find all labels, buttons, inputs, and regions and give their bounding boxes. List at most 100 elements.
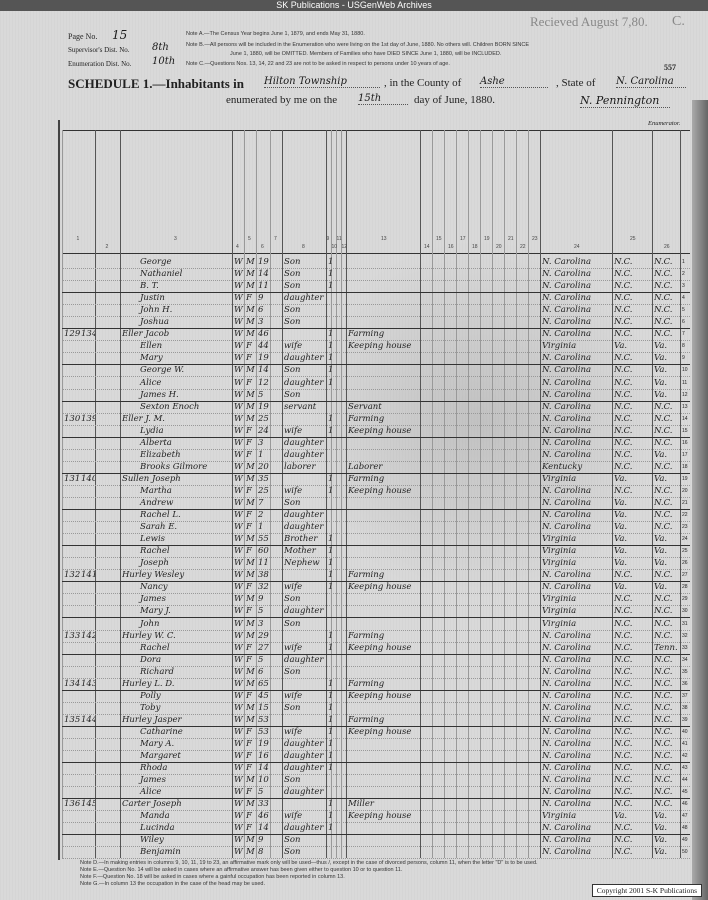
relationship: daughter [284,377,324,388]
row-number: 49 [682,837,688,844]
sex: M [246,257,255,267]
color: W [234,678,243,689]
relationship: wife [284,582,303,593]
person-name: Justin [140,293,165,304]
civil-condition-mark [328,401,338,413]
color: W [234,449,243,460]
age: 16 [258,751,269,762]
father-birthplace: N.C. [614,775,633,786]
age: 14 [258,269,269,280]
family-number [81,762,95,774]
father-birthplace: N.C. [614,389,633,400]
age: 9 [258,293,264,304]
color: W [234,341,243,352]
color: W [234,401,243,412]
dwelling-number [64,581,81,593]
row-number: 30 [682,608,688,615]
family-number [81,268,95,280]
birthplace: N. Carolina [542,726,592,737]
occupation [348,352,420,364]
relationship: daughter [284,823,324,834]
dwelling-number [64,762,81,774]
birthplace: N. Carolina [542,835,592,846]
birthplace: N. Carolina [542,739,592,749]
relationship: daughter [284,787,324,798]
civil-condition-mark: 1 [328,751,334,762]
person-name: Rachel [140,546,170,557]
mother-birthplace: N.C. [654,522,673,533]
row-number: 46 [682,801,688,808]
row-number: 9 [682,355,685,362]
age: 32 [258,582,269,593]
civil-condition-mark: 1 [328,413,334,424]
column-number: 2 [105,244,109,250]
dwelling-number: 129 [64,329,81,340]
family-number: 139 [81,413,95,424]
age: 5 [258,389,264,400]
age: 8 [258,847,264,858]
relationship: Son [284,281,301,292]
color: W [234,726,243,737]
occupation [348,256,420,268]
family-number [81,618,95,630]
note-a: Note A.—The Census Year begins June 1, 1… [186,31,365,37]
column-rule [540,130,541,858]
family-number [81,280,95,292]
mother-birthplace: N.C. [654,498,673,508]
color: W [234,522,243,533]
mother-birthplace: Va. [654,534,668,545]
civil-condition-mark: 1 [328,473,334,484]
sex: F [246,510,252,521]
person-name: Brooks Gilmore [140,461,208,472]
table-row: Richard W M 6 Son N. Carolina N.C. N.C. 35 [62,666,690,679]
mother-birthplace: N.C. [654,461,673,472]
row-number: 33 [682,644,688,651]
person-name: Rachel L. [140,510,181,521]
birthplace: N. Carolina [542,413,592,424]
family-number: 141 [81,570,95,581]
mother-birthplace: N.C. [654,654,673,665]
note-c: Note C.—Questions Nos. 13, 14, 22 and 23… [186,61,450,67]
family-number [81,557,95,569]
family-number [81,304,95,316]
family-number: 145 [81,799,95,810]
age: 1 [258,449,264,460]
age: 20 [258,461,269,472]
age: 9 [258,835,264,846]
table-row: George W. W M 14 Son 1 N. Carolina N.C. Va. 10 [62,364,690,378]
enumeration-dist-label: Enumeration Dist. No. [68,60,132,68]
family-number [81,497,95,509]
dwelling-number [64,726,81,738]
person-name: Nancy [140,582,168,593]
mother-birthplace: N.C. [654,305,673,316]
mother-birthplace: N.C. [654,594,673,605]
row-number: 47 [682,813,688,820]
sex: F [246,823,252,834]
occupation: Keeping house [348,341,412,352]
row-number: 50 [682,849,688,856]
age: 38 [258,570,269,581]
occupation [348,497,420,509]
person-name: Nathaniel [140,269,183,280]
color: W [234,654,243,665]
civil-condition-mark: 1 [328,281,334,292]
row-number: 20 [682,487,688,494]
occupation [348,557,420,569]
table-row: Justin W F 9 daughter N. Carolina N.C. N.C. 4 [62,292,690,306]
column-rule [468,130,469,858]
person-name: George W. [140,365,185,376]
father-birthplace: N.C. [614,726,633,737]
birthplace: Virginia [542,473,577,484]
dwelling-number [64,642,81,654]
mother-birthplace: Va. [654,558,668,569]
age: 3 [258,317,264,328]
column-number: 25 [630,236,636,242]
birthplace: N. Carolina [542,582,592,593]
civil-condition-mark: 1 [328,739,334,749]
person-name: Hurley L. D. [122,678,175,689]
civil-condition-mark [328,834,338,846]
relationship: wife [284,485,303,496]
mother-birthplace: Va. [654,473,668,484]
